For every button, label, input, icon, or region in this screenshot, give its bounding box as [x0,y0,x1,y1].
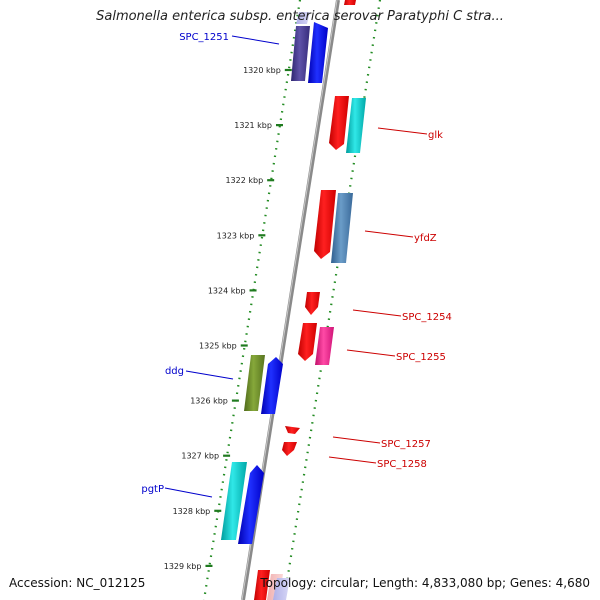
leader-glk [377,127,428,135]
leader-spc-1257 [332,436,381,444]
ruler-line-inner [282,0,382,600]
gene-label[interactable]: glk [428,130,443,141]
gene-spc-1251 [308,22,328,83]
gene-label[interactable]: ddg [165,366,184,377]
gene-top-partial [296,12,310,24]
gene-label-leaders [164,35,428,498]
leader-yfdz [364,230,414,238]
gene-label[interactable]: pgtP [141,484,164,495]
gene-label[interactable]: yfdZ [414,233,437,244]
gene-features [221,0,366,600]
leader-spc-1251 [231,35,280,45]
gene-bottom-partial [254,570,270,600]
ruler-tick-label: 1323 kbp [217,231,255,240]
gene-label[interactable]: SPC_1257 [381,439,431,450]
genome-summary-text: Topology: circular; Length: 4,833,080 bp… [260,576,590,590]
gene-label[interactable]: SPC_1251 [179,32,229,43]
gene-spc-1255 [298,323,317,361]
ruler-tick-label: 1326 kbp [190,397,228,406]
gene-label[interactable]: SPC_1254 [402,312,452,323]
gene-glk-cog [346,98,366,153]
genome-title: Salmonella enterica subsp. enterica sero… [96,9,504,24]
ruler-tick-label: 1328 kbp [173,507,211,516]
gene-top-partial [344,0,356,5]
gene-yfdz [314,190,336,259]
ruler-ticks: 1320 kbp 1321 kbp 1322 kbp 1323 kbp 1324 kbp… [164,66,292,571]
ruler-tick-label: 1327 kbp [181,452,219,461]
ruler-tick-label: 1322 kbp [225,176,263,185]
gene-spc-1258 [282,442,297,456]
gene-yfdz-cog [331,193,353,263]
gene-label[interactable]: SPC_1255 [396,352,446,363]
leader-ddg [185,370,234,380]
gene-label[interactable]: SPC_1258 [377,459,427,470]
gene-labels: SPC_1251 glk yfdZ SPC_1254 SPC_1255 ddg … [141,32,451,495]
leader-pgtp [164,487,213,498]
leader-spc-1254 [352,309,402,317]
ruler-tick-label: 1320 kbp [243,66,281,75]
ruler-tick-label: 1329 kbp [164,562,202,571]
gene-spc-1251-cog [291,26,310,81]
leader-spc-1255 [346,349,396,357]
gene-ddg-cog [244,355,265,411]
gene-ddg [261,357,283,414]
gene-pgtp-cog [221,462,247,540]
gene-bottom-partial [273,578,290,600]
gene-spc-1255-cog [315,327,334,365]
leader-spc-1258 [328,456,377,464]
accession-text: Accession: NC_012125 [9,576,146,590]
gene-pgtp [238,465,264,544]
ruler-tick-label: 1325 kbp [199,342,237,351]
gene-glk [329,96,349,150]
ruler-tick-label: 1321 kbp [234,121,272,130]
gene-spc-1254 [305,292,320,315]
ruler-tick-label: 1324 kbp [208,286,246,295]
gene-spc-1257 [285,426,300,434]
